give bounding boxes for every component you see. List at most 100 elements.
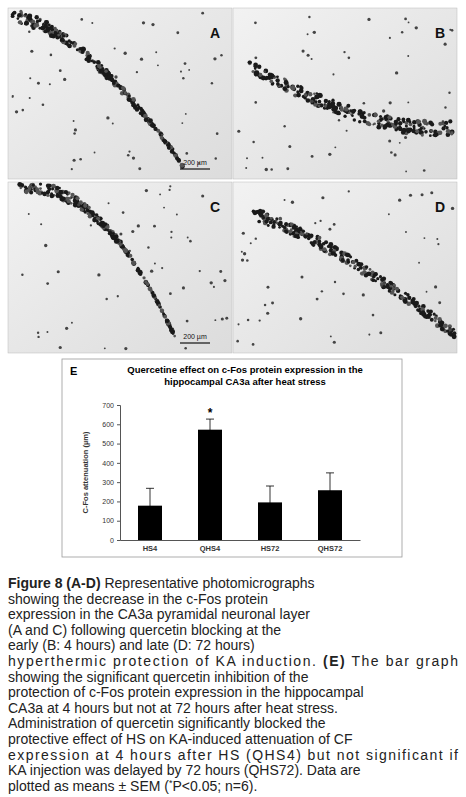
cell xyxy=(17,13,22,18)
cell xyxy=(58,190,63,195)
x-tick: HS72 xyxy=(261,540,280,553)
cell xyxy=(308,16,310,18)
cell xyxy=(401,31,403,33)
cell xyxy=(367,113,371,117)
cell xyxy=(346,130,348,132)
cell xyxy=(283,125,285,127)
cell xyxy=(18,20,22,24)
cell xyxy=(214,319,216,321)
cell xyxy=(407,119,410,122)
cell xyxy=(269,79,273,83)
cell xyxy=(130,258,134,262)
y-axis-title: C-Fos attenuation (µm) xyxy=(81,431,90,513)
cell xyxy=(127,254,130,257)
cell xyxy=(42,103,45,106)
cell xyxy=(405,231,407,233)
photo-frame xyxy=(8,182,232,353)
cell xyxy=(275,219,277,221)
cell xyxy=(343,115,346,118)
cell xyxy=(79,158,82,161)
cell xyxy=(112,82,115,85)
cell xyxy=(64,190,68,194)
cell xyxy=(57,270,60,273)
cell xyxy=(283,226,287,230)
cell xyxy=(433,133,438,138)
cell xyxy=(165,319,169,323)
cell xyxy=(415,26,418,29)
cell xyxy=(402,299,405,302)
cell xyxy=(373,113,377,117)
cell xyxy=(367,18,370,21)
cell xyxy=(17,182,22,187)
cell xyxy=(24,13,27,16)
cell xyxy=(245,167,247,169)
cell xyxy=(62,39,65,42)
y-tick-label: 500 xyxy=(102,440,114,447)
cell xyxy=(27,16,32,21)
cell xyxy=(97,273,100,276)
cell xyxy=(318,236,322,240)
cell xyxy=(165,319,169,323)
cell xyxy=(167,146,171,150)
cell xyxy=(449,328,452,331)
cell xyxy=(334,146,336,148)
cell xyxy=(444,121,448,125)
error-bar xyxy=(266,486,274,519)
y-tick: 600 xyxy=(102,421,120,428)
cell xyxy=(270,168,273,171)
cell xyxy=(131,230,134,233)
cell xyxy=(248,61,251,64)
cell xyxy=(387,286,390,289)
cell xyxy=(65,327,68,330)
cell xyxy=(360,266,363,269)
cell xyxy=(437,243,439,245)
cell xyxy=(127,154,130,157)
cell xyxy=(388,289,391,292)
cell xyxy=(379,115,382,118)
cell xyxy=(377,120,380,123)
cell xyxy=(423,237,425,239)
cell xyxy=(72,41,76,45)
cell xyxy=(58,194,62,198)
photo-frame xyxy=(233,8,457,179)
cell xyxy=(252,141,254,143)
cell xyxy=(276,75,279,78)
cell xyxy=(421,310,425,314)
cell xyxy=(317,96,320,99)
cell xyxy=(170,328,173,331)
caption-text: P<0.05; n=6). xyxy=(173,778,258,794)
cell xyxy=(188,69,190,71)
cell xyxy=(123,91,127,95)
cell xyxy=(387,120,390,123)
cell xyxy=(105,73,108,76)
cell xyxy=(284,199,286,201)
cell xyxy=(264,213,268,217)
error-bar-cap xyxy=(326,472,334,473)
cell xyxy=(122,211,125,214)
cell xyxy=(124,52,127,55)
cell xyxy=(363,111,366,114)
caption-text: The bar graph xyxy=(346,653,458,669)
cell xyxy=(201,194,204,197)
cell xyxy=(173,335,176,338)
cell xyxy=(309,233,314,238)
cell xyxy=(35,15,39,19)
caption-line: early (B: 4 hours) and late (D: 72 hours… xyxy=(8,637,255,653)
cell xyxy=(168,325,172,329)
cell xyxy=(136,71,138,73)
caption-text: Administration of quercetin significantl… xyxy=(8,715,326,731)
cell xyxy=(169,185,171,187)
cell xyxy=(318,104,321,107)
cell xyxy=(262,157,264,159)
cell xyxy=(430,318,434,322)
cell xyxy=(416,120,421,125)
significance-mark: * xyxy=(208,406,213,420)
cell xyxy=(341,258,345,262)
y-tick-mark xyxy=(117,540,120,541)
cell xyxy=(155,299,158,302)
cell xyxy=(402,118,406,122)
y-tick: 100 xyxy=(102,517,120,524)
cell xyxy=(284,80,289,85)
cell xyxy=(334,281,336,283)
cell xyxy=(121,245,125,249)
